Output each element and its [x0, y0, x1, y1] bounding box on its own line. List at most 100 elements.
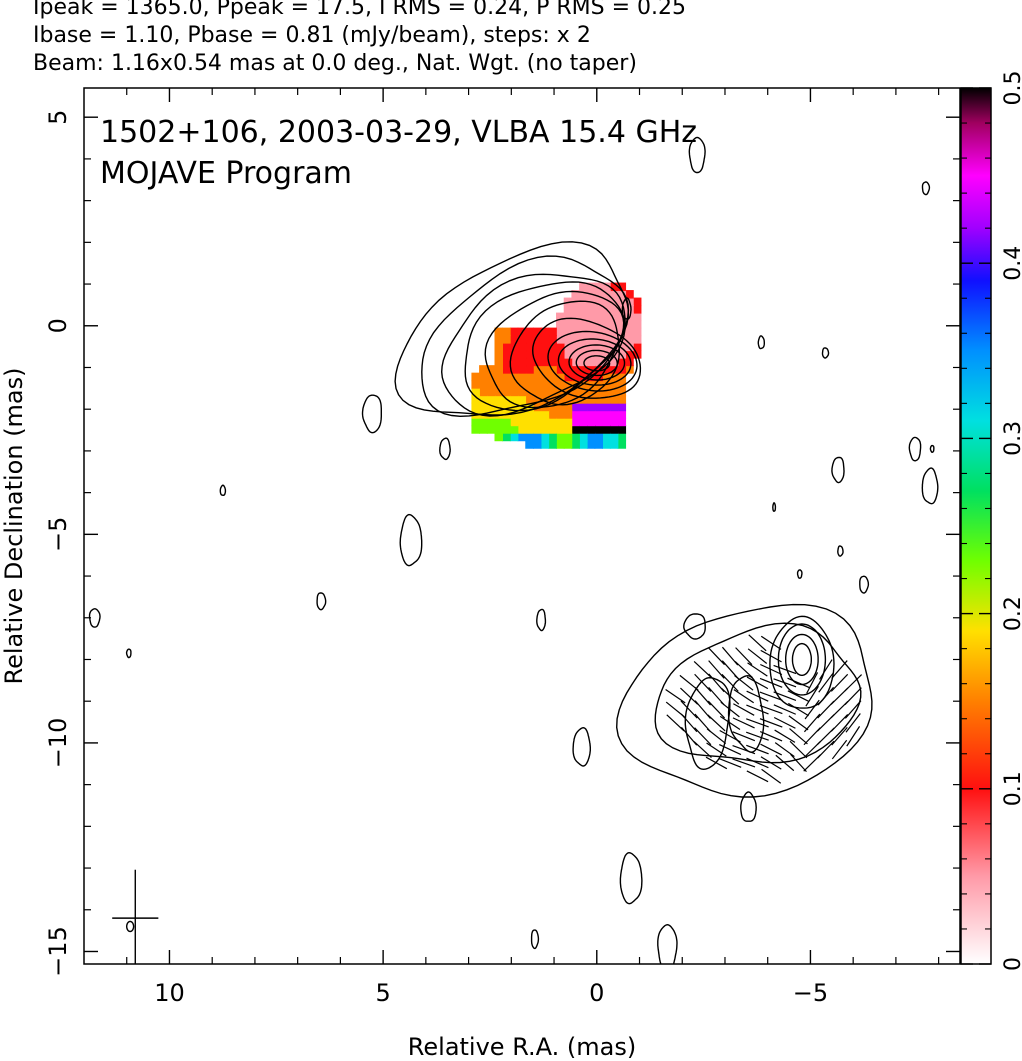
polarization-pixel: [509, 425, 519, 434]
evpa-vector: [789, 728, 808, 745]
polarization-pixel: [540, 410, 550, 419]
polarization-pixel: [632, 335, 642, 344]
polarization-pixel: [540, 365, 550, 374]
polarization-pixel: [609, 335, 619, 344]
polarization-pixel: [609, 282, 619, 292]
polarization-pixel: [625, 290, 634, 299]
polarization-pixel: [494, 425, 503, 434]
evpa-vector: [746, 757, 769, 769]
evpa-vector: [787, 677, 810, 689]
polarization-pixel: [509, 417, 519, 427]
polarization-pixel: [502, 357, 511, 367]
polarization-pixel: [571, 290, 580, 299]
polarization-pixel: [594, 357, 603, 367]
contour-noise: [921, 467, 939, 505]
contour-noise: [125, 648, 132, 659]
evpa-vector: [732, 731, 756, 742]
polarization-pixel: [556, 380, 565, 389]
polarization-pixel: [502, 402, 511, 412]
polarization-pixel: [563, 432, 573, 442]
polarization-pixel: [632, 297, 642, 307]
evpa-vector: [789, 740, 808, 759]
polarization-pixel: [586, 350, 596, 359]
polarization-pixel: [548, 395, 557, 404]
polarization-pixel: [594, 425, 603, 434]
polarization-pixel: [548, 402, 557, 412]
polarization-pixel: [494, 327, 503, 337]
polarization-pixel: [579, 290, 588, 299]
evpa-vector: [679, 674, 699, 691]
polarization-pixel: [579, 432, 588, 442]
polarization-pixel: [586, 425, 596, 434]
evpa-vector: [746, 690, 769, 702]
polarization-pixel: [632, 305, 642, 314]
x-tick-label: 0: [589, 979, 604, 1007]
y-tick-label: −5: [44, 517, 72, 552]
contour-jet-component: [785, 633, 819, 686]
polarization-pixel: [617, 335, 627, 344]
evpa-vector: [760, 663, 783, 676]
polarization-pixel: [556, 417, 565, 427]
evpa-vector: [747, 662, 768, 677]
polarization-pixel: [579, 410, 588, 419]
contour-noise: [821, 347, 830, 359]
polarization-pixel: [525, 432, 534, 442]
polarization-pixel: [609, 432, 619, 442]
evpa-vector: [719, 729, 741, 743]
polarization-pixel: [479, 365, 488, 374]
contour-noise: [621, 297, 632, 320]
polarization-pixel: [602, 297, 611, 307]
polarization-pixel: [571, 372, 580, 382]
evpa-vector: [830, 673, 849, 692]
polarization-pixel: [556, 342, 565, 352]
contour-core: [583, 355, 611, 372]
evpa-vector: [773, 716, 796, 729]
polarization-pixel: [486, 365, 496, 374]
polarization-pixel: [609, 357, 619, 367]
polarization-pixel: [540, 417, 550, 427]
polarization-pixel: [509, 350, 519, 359]
polarization-pixel: [494, 395, 503, 404]
polarization-pixel: [548, 425, 557, 434]
polarization-pixel: [494, 342, 503, 352]
evpa-vector: [759, 677, 783, 688]
evpa-vector: [759, 691, 783, 701]
polarization-pixel: [509, 335, 519, 344]
evpa-vector: [773, 678, 797, 688]
evpa-vector: [819, 659, 833, 680]
evpa-vector: [746, 676, 769, 690]
polarization-pixel: [594, 305, 603, 314]
y-axis-label: Relative Declination (mas): [0, 367, 28, 684]
polarization-pixel: [609, 380, 619, 389]
evpa-vector: [735, 647, 753, 666]
x-axis-label: Relative R.A. (mas): [408, 1033, 636, 1061]
evpa-vector: [805, 685, 819, 707]
polarization-pixel: [532, 387, 542, 397]
polarization-pixel: [517, 342, 527, 352]
polarization-pixel: [586, 387, 596, 397]
polarization-pixel: [563, 410, 573, 419]
polarization-pixel: [579, 365, 588, 374]
polarization-pixel: [525, 335, 534, 344]
colorbar: [961, 88, 991, 964]
polarization-pixel: [517, 425, 527, 434]
polarization-pixel: [479, 395, 488, 404]
polarization-pixel: [540, 380, 550, 389]
polarization-pixel: [532, 335, 542, 344]
polarization-pixel: [579, 305, 588, 314]
header-line-peaks: Ipeak = 1365.0, Ppeak = 17.5, I RMS = 0.…: [33, 0, 686, 20]
polarization-pixel: [579, 350, 588, 359]
polarization-pixel: [525, 342, 534, 352]
polarization-pixel: [617, 320, 627, 329]
evpa-vector: [680, 700, 698, 719]
polarization-pixel: [602, 320, 611, 329]
contour-core: [568, 344, 626, 381]
chart-title: 1502+106, 2003-03-29, VLBA 15.4 GHz: [100, 115, 697, 150]
evpa-vector: [747, 648, 768, 664]
polarization-pixel: [617, 342, 627, 352]
polarization-pixel: [494, 417, 503, 427]
colorbar-tick-label: 0.5: [1001, 71, 1022, 106]
evpa-vector: [694, 727, 712, 746]
axis-ticks: [84, 88, 960, 964]
